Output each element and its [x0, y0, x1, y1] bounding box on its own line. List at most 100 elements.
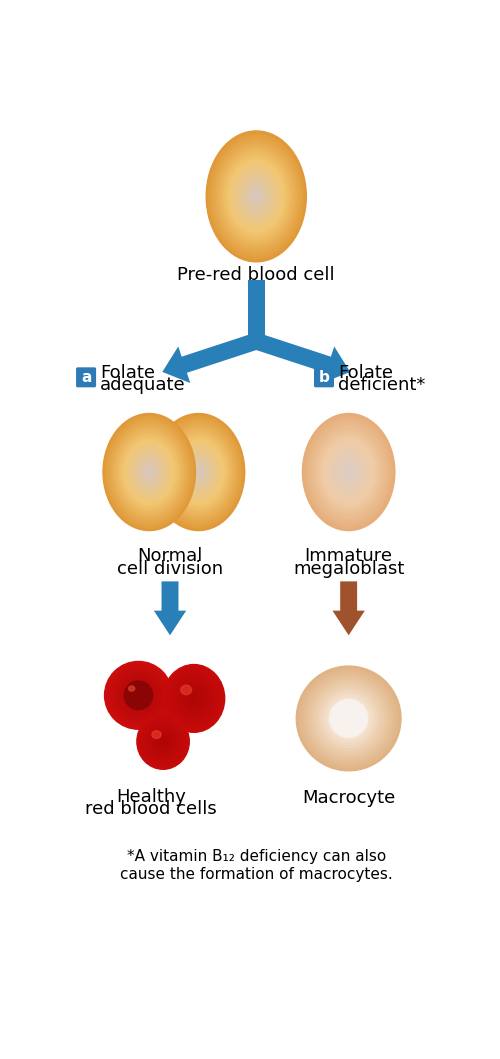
Ellipse shape	[320, 689, 378, 748]
Ellipse shape	[246, 183, 266, 210]
Text: Pre-red blood cell: Pre-red blood cell	[178, 266, 335, 284]
Text: Macrocyte: Macrocyte	[302, 789, 396, 807]
Ellipse shape	[254, 193, 259, 200]
Ellipse shape	[183, 686, 205, 711]
Text: Normal: Normal	[138, 546, 202, 564]
Ellipse shape	[335, 454, 362, 489]
Ellipse shape	[161, 739, 165, 743]
Ellipse shape	[148, 725, 178, 757]
Ellipse shape	[216, 144, 296, 249]
Ellipse shape	[342, 463, 355, 481]
Ellipse shape	[176, 443, 222, 501]
Ellipse shape	[142, 720, 184, 764]
Ellipse shape	[110, 667, 166, 723]
Ellipse shape	[122, 679, 156, 713]
Text: cell division: cell division	[117, 560, 223, 578]
Ellipse shape	[316, 431, 381, 513]
FancyBboxPatch shape	[76, 367, 96, 388]
Text: Immature: Immature	[304, 546, 392, 564]
Ellipse shape	[124, 439, 174, 504]
Ellipse shape	[234, 167, 279, 226]
Ellipse shape	[178, 446, 220, 499]
Ellipse shape	[154, 732, 172, 752]
Ellipse shape	[146, 723, 180, 759]
Ellipse shape	[340, 461, 358, 484]
Ellipse shape	[166, 667, 222, 730]
Ellipse shape	[163, 665, 224, 733]
Ellipse shape	[344, 466, 354, 478]
Ellipse shape	[130, 687, 147, 704]
Polygon shape	[332, 581, 365, 635]
Ellipse shape	[162, 426, 236, 519]
Ellipse shape	[139, 716, 188, 768]
Ellipse shape	[160, 737, 167, 746]
Ellipse shape	[174, 677, 214, 720]
Ellipse shape	[185, 688, 202, 708]
Ellipse shape	[112, 426, 186, 519]
Ellipse shape	[296, 666, 401, 771]
Ellipse shape	[241, 177, 272, 216]
Text: b: b	[318, 370, 330, 384]
Ellipse shape	[346, 469, 351, 475]
Ellipse shape	[226, 157, 286, 236]
Ellipse shape	[137, 714, 190, 769]
Ellipse shape	[337, 706, 360, 730]
Ellipse shape	[126, 443, 172, 501]
Ellipse shape	[330, 700, 368, 737]
Ellipse shape	[171, 437, 226, 507]
Text: megaloblast: megaloblast	[293, 560, 405, 578]
Ellipse shape	[164, 428, 233, 516]
Ellipse shape	[340, 710, 357, 728]
Ellipse shape	[218, 147, 294, 246]
Ellipse shape	[194, 466, 203, 478]
Ellipse shape	[170, 671, 218, 725]
Ellipse shape	[318, 434, 378, 510]
Ellipse shape	[334, 704, 363, 733]
Ellipse shape	[124, 681, 152, 710]
Ellipse shape	[150, 728, 176, 755]
Ellipse shape	[316, 686, 380, 751]
Ellipse shape	[103, 413, 196, 531]
Ellipse shape	[110, 423, 188, 522]
Ellipse shape	[108, 419, 191, 524]
Ellipse shape	[302, 671, 395, 765]
Ellipse shape	[302, 413, 395, 531]
Ellipse shape	[221, 150, 292, 243]
Ellipse shape	[122, 437, 177, 507]
Ellipse shape	[168, 434, 228, 510]
Ellipse shape	[128, 686, 134, 692]
Ellipse shape	[152, 731, 161, 738]
Ellipse shape	[140, 718, 186, 766]
Ellipse shape	[118, 676, 158, 715]
Ellipse shape	[231, 164, 281, 229]
Ellipse shape	[124, 681, 152, 710]
Ellipse shape	[337, 457, 360, 487]
Ellipse shape	[133, 451, 166, 492]
Ellipse shape	[346, 716, 352, 721]
Ellipse shape	[305, 416, 392, 527]
Ellipse shape	[244, 180, 269, 213]
Ellipse shape	[114, 428, 184, 516]
Ellipse shape	[343, 713, 354, 724]
Ellipse shape	[133, 689, 144, 701]
Ellipse shape	[106, 416, 193, 527]
Ellipse shape	[190, 461, 208, 484]
Ellipse shape	[308, 678, 390, 759]
Ellipse shape	[311, 681, 386, 756]
Ellipse shape	[142, 463, 156, 481]
Ellipse shape	[331, 701, 366, 736]
Ellipse shape	[321, 437, 376, 507]
Ellipse shape	[181, 685, 192, 695]
Ellipse shape	[113, 670, 164, 721]
Text: Folate: Folate	[338, 363, 393, 381]
Ellipse shape	[228, 160, 284, 232]
Ellipse shape	[307, 419, 390, 524]
Text: red blood cells: red blood cells	[85, 800, 216, 818]
FancyBboxPatch shape	[314, 367, 334, 388]
Ellipse shape	[173, 439, 224, 504]
Ellipse shape	[314, 428, 384, 516]
Ellipse shape	[187, 457, 210, 487]
Ellipse shape	[128, 446, 170, 499]
Ellipse shape	[328, 446, 370, 499]
Ellipse shape	[211, 138, 302, 255]
